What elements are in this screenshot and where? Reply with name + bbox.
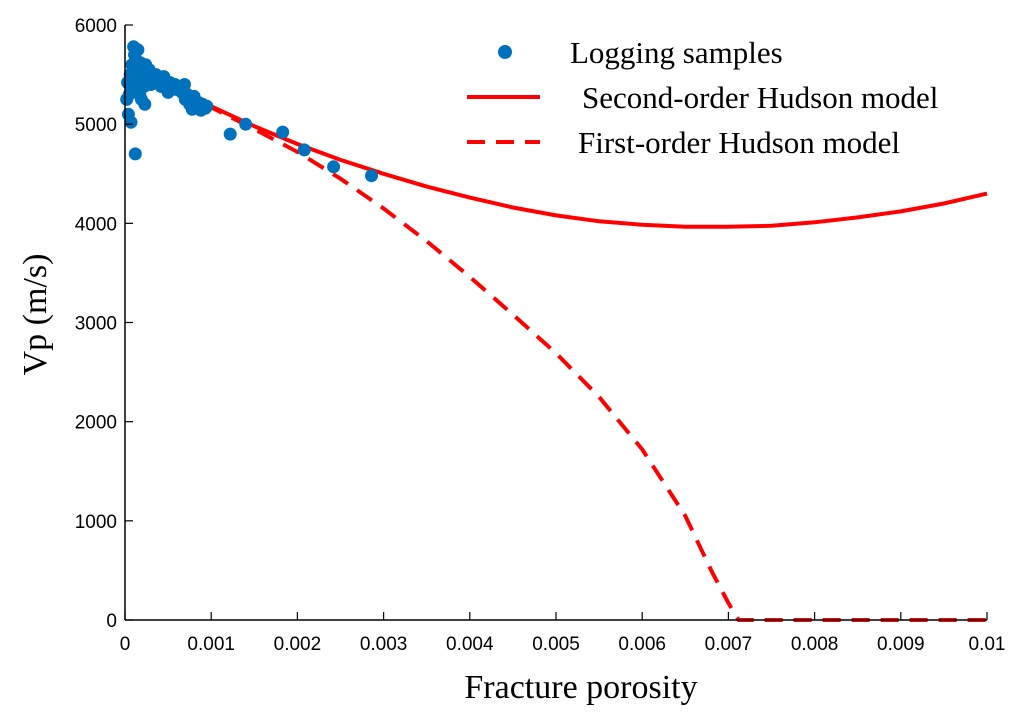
logging-sample-point <box>239 117 253 131</box>
legend: Logging samples Second-order Hudson model… <box>467 35 938 160</box>
legend-marker-logging-samples <box>498 45 512 59</box>
y-tick-label: 4000 <box>75 214 117 235</box>
x-tick-label: 0.007 <box>705 634 753 655</box>
logging-sample-point <box>138 97 152 111</box>
x-tick-label: 0.009 <box>877 634 925 655</box>
series-layer <box>120 40 988 622</box>
logging-sample-point <box>131 43 145 57</box>
first-order-hudson-line <box>124 70 987 622</box>
y-axis-ticks: 0 1000 2000 3000 4000 5000 6000 <box>75 16 133 632</box>
x-axis-title: Fracture porosity <box>464 669 697 706</box>
legend-label: Second-order Hudson model <box>582 80 938 115</box>
x-tick-label: 0.002 <box>274 634 322 655</box>
x-tick-label: 0.005 <box>532 634 580 655</box>
logging-sample-point <box>223 127 237 141</box>
x-axis-ticks: 0 0.001 0.002 0.003 0.004 0.005 0.006 0.007 0.00… <box>120 612 1006 655</box>
y-tick-label: 1000 <box>75 512 117 533</box>
logging-sample-point <box>124 115 138 129</box>
x-tick-label: 0.008 <box>791 634 839 655</box>
x-tick-label: 0.01 <box>969 634 1006 655</box>
x-tick-label: 0.003 <box>360 634 408 655</box>
logging-sample-point <box>365 169 378 183</box>
logging-sample-point <box>128 147 142 161</box>
x-tick-label: 0.001 <box>187 634 235 655</box>
legend-label: Logging samples <box>570 35 783 70</box>
y-tick-label: 5000 <box>75 115 117 136</box>
y-tick-label: 2000 <box>75 413 117 434</box>
logging-sample-point <box>327 160 341 174</box>
x-tick-label: 0.006 <box>618 634 666 655</box>
x-tick-label: 0 <box>120 634 131 655</box>
x-tick-label: 0.004 <box>446 634 494 655</box>
logging-sample-point <box>178 78 191 91</box>
y-tick-label: 0 <box>106 611 117 632</box>
y-tick-label: 3000 <box>75 314 117 335</box>
y-axis-title: Vp (m/s) <box>17 254 54 376</box>
logging-sample-point <box>276 125 290 139</box>
logging-sample-point <box>200 99 214 113</box>
legend-label: First-order Hudson model <box>578 125 900 160</box>
y-tick-label: 6000 <box>75 16 117 37</box>
logging-sample-point <box>297 143 311 157</box>
second-order-hudson-line <box>124 70 988 229</box>
